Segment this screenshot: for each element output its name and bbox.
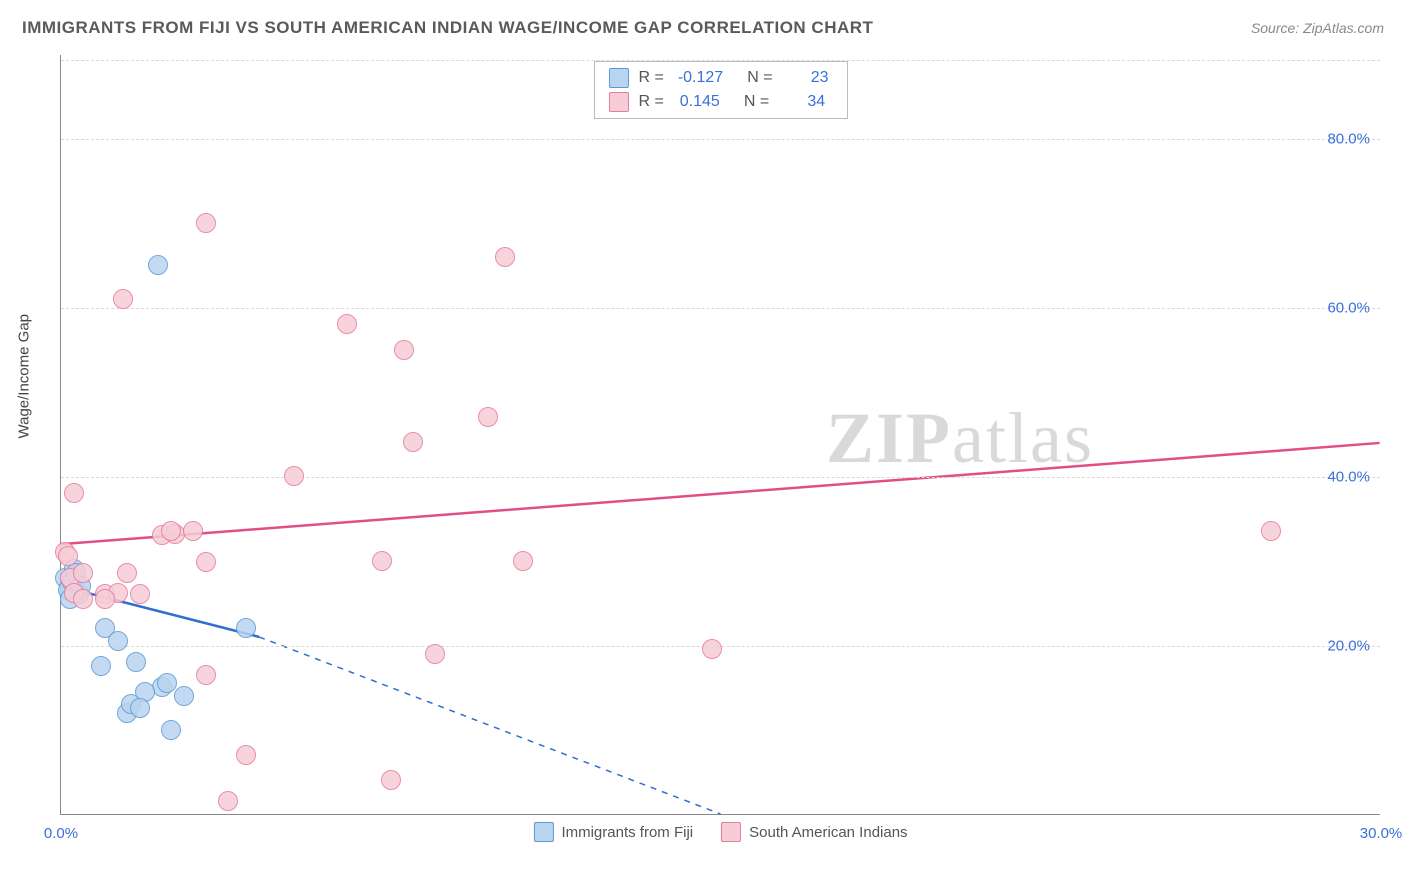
- data-point: [478, 407, 498, 427]
- legend-item: South American Indians: [721, 822, 907, 842]
- data-point: [161, 521, 181, 541]
- x-tick-label: 30.0%: [1360, 825, 1403, 842]
- data-point: [130, 698, 150, 718]
- gridline: [61, 308, 1380, 309]
- data-point: [702, 639, 722, 659]
- data-point: [58, 546, 78, 566]
- data-point: [513, 551, 533, 571]
- data-point: [425, 644, 445, 664]
- data-point: [284, 466, 304, 486]
- trend-lines-layer: [61, 55, 1380, 814]
- data-point: [113, 289, 133, 309]
- data-point: [130, 584, 150, 604]
- y-tick-label: 60.0%: [1327, 300, 1370, 317]
- gridline: [61, 60, 1380, 61]
- data-point: [495, 247, 515, 267]
- legend-row: R =-0.127N =23: [608, 66, 832, 90]
- data-point: [372, 551, 392, 571]
- data-point: [196, 213, 216, 233]
- data-point: [161, 720, 181, 740]
- data-point: [108, 631, 128, 651]
- legend-label: Immigrants from Fiji: [561, 824, 693, 841]
- data-point: [236, 745, 256, 765]
- data-point: [91, 656, 111, 676]
- legend-swatch: [608, 68, 628, 88]
- title-bar: IMMIGRANTS FROM FIJI VS SOUTH AMERICAN I…: [22, 18, 1384, 38]
- data-point: [1261, 521, 1281, 541]
- data-point: [337, 314, 357, 334]
- source-label: Source: ZipAtlas.com: [1251, 20, 1384, 36]
- x-tick-label: 0.0%: [44, 825, 78, 842]
- legend-swatch: [533, 822, 553, 842]
- gridline: [61, 139, 1380, 140]
- legend-item: Immigrants from Fiji: [533, 822, 693, 842]
- data-point: [174, 686, 194, 706]
- data-point: [95, 589, 115, 609]
- data-point: [394, 340, 414, 360]
- legend-row: R =0.145N =34: [608, 90, 832, 114]
- data-point: [73, 589, 93, 609]
- y-tick-label: 40.0%: [1327, 469, 1370, 486]
- correlation-legend: R =-0.127N =23R =0.145N =34: [593, 61, 847, 119]
- data-point: [157, 673, 177, 693]
- data-point: [403, 432, 423, 452]
- series-legend: Immigrants from Fiji South American India…: [533, 822, 907, 842]
- y-tick-label: 20.0%: [1327, 638, 1370, 655]
- data-point: [64, 483, 84, 503]
- data-point: [117, 563, 137, 583]
- data-point: [183, 521, 203, 541]
- data-point: [196, 665, 216, 685]
- gridline: [61, 477, 1380, 478]
- data-point: [218, 791, 238, 811]
- watermark: ZIPatlas: [826, 397, 1094, 480]
- chart-title: IMMIGRANTS FROM FIJI VS SOUTH AMERICAN I…: [22, 18, 873, 38]
- y-tick-label: 80.0%: [1327, 131, 1370, 148]
- data-point: [236, 618, 256, 638]
- legend-swatch: [608, 92, 628, 112]
- data-point: [148, 255, 168, 275]
- scatter-plot: ZIPatlas R =-0.127N =23R =0.145N =34 Imm…: [60, 55, 1380, 815]
- data-point: [196, 552, 216, 572]
- data-point: [381, 770, 401, 790]
- legend-label: South American Indians: [749, 824, 907, 841]
- legend-swatch: [721, 822, 741, 842]
- data-point: [126, 652, 146, 672]
- y-axis-title: Wage/Income Gap: [16, 314, 33, 439]
- data-point: [73, 563, 93, 583]
